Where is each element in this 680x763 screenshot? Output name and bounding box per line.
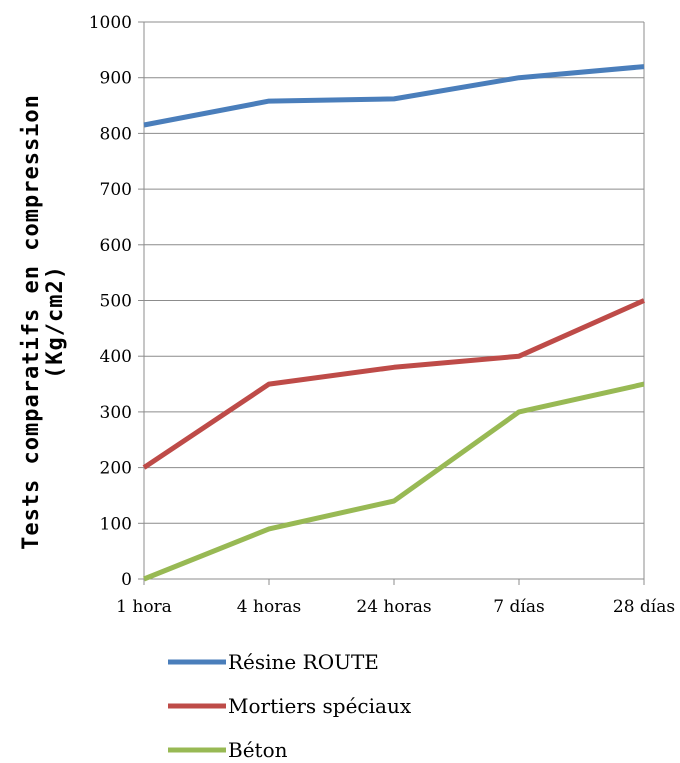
x-tick-label: 1 hora <box>116 597 172 617</box>
x-tick-label: 4 horas <box>237 597 301 617</box>
series-line-1 <box>143 64 645 128</box>
y-tick-label: 1000 <box>89 13 132 33</box>
y-axis-label-line1: Tests comparatifs en compression <box>19 94 44 550</box>
series-lines <box>142 64 646 582</box>
series-line-2 <box>142 298 646 470</box>
y-tick-label: 800 <box>100 124 132 144</box>
legend-item: Mortiers spéciaux <box>168 694 412 718</box>
y-tick-label: 500 <box>100 292 132 312</box>
x-tick-label: 24 horas <box>356 597 431 617</box>
y-tick-label: 300 <box>100 403 132 423</box>
legend-label: Résine ROUTE <box>228 650 379 674</box>
axes <box>138 21 645 585</box>
y-tick-label: 700 <box>100 180 132 200</box>
y-axis-label-line2: (Kg/cm2) <box>43 265 68 379</box>
y-tick-label: 600 <box>100 236 132 256</box>
legend-label: Mortiers spéciaux <box>228 694 412 718</box>
y-tick-label: 100 <box>100 514 132 534</box>
legend-item: Résine ROUTE <box>168 650 379 674</box>
y-tick-label: 0 <box>121 570 132 590</box>
x-tick-label: 28 días <box>613 597 675 617</box>
x-tick-label: 7 días <box>493 597 544 617</box>
x-tick-labels: 1 hora 4 horas 24 horas 7 días 28 días <box>116 597 675 617</box>
series-line-3 <box>143 381 645 582</box>
y-tick-label: 400 <box>100 347 132 367</box>
y-tick-label: 900 <box>100 69 132 89</box>
legend: Résine ROUTE Mortiers spéciaux Béton <box>168 650 412 762</box>
legend-item: Béton <box>168 738 288 762</box>
legend-label: Béton <box>228 738 288 762</box>
y-tick-labels: 0 100 200 300 400 500 600 700 800 900 1000 <box>89 13 132 590</box>
y-tick-label: 200 <box>100 459 132 479</box>
